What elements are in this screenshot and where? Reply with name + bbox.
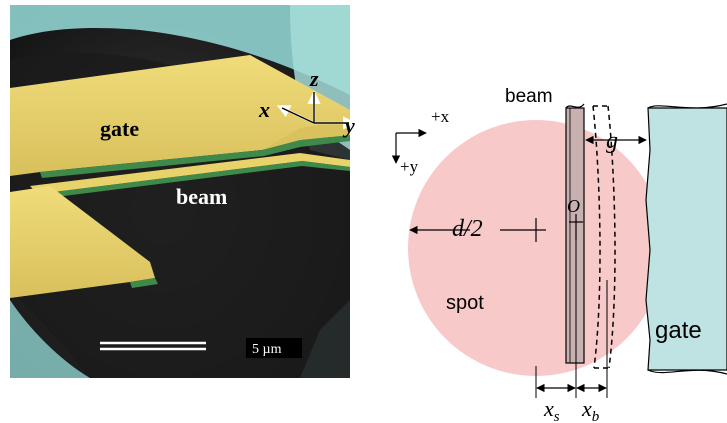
beam-anchor-pad <box>10 186 155 298</box>
plus-y-label: +y <box>400 157 419 176</box>
gate-green-edge <box>40 135 350 178</box>
axis-x-label: x <box>258 97 270 122</box>
beam-green-edge <box>38 161 350 199</box>
origin-label: O <box>567 196 580 216</box>
scale-bar-label: 5 µm <box>252 342 282 357</box>
substrate-top <box>10 5 350 95</box>
gate-block <box>645 107 727 371</box>
laser-spot <box>408 120 664 376</box>
micrograph-gate-label: gate <box>100 116 139 141</box>
gate-electrode <box>10 55 350 176</box>
schematic: g +x +y d/2 O xs xb beam spot gate <box>391 86 727 423</box>
xb-label: xb <box>581 396 600 423</box>
axis-z-label: z <box>309 66 319 91</box>
xs-label: xs <box>543 396 560 423</box>
schematic-beam-label: beam <box>505 86 553 107</box>
substrate-bottom-left <box>10 300 90 378</box>
micrograph-beam-label: beam <box>176 184 227 209</box>
sem-micrograph <box>10 5 350 378</box>
deflected-beam <box>592 105 601 369</box>
scale-bar: 5 µm <box>100 338 302 358</box>
coordinate-axes: z x y <box>258 66 357 138</box>
gap-label: g <box>606 128 618 154</box>
axis-y-label: y <box>342 113 355 138</box>
direction-indicator: +x +y <box>391 107 450 176</box>
plus-x-label: +x <box>431 107 450 126</box>
schematic-gate-label: gate <box>655 317 702 344</box>
half-diameter-label: d/2 <box>452 216 483 242</box>
gate-tip-right <box>262 120 350 150</box>
schematic-spot-label: spot <box>446 292 484 314</box>
beam-anchor-edge <box>130 278 158 288</box>
beam-bar <box>565 107 585 364</box>
beam-structure <box>30 153 350 194</box>
